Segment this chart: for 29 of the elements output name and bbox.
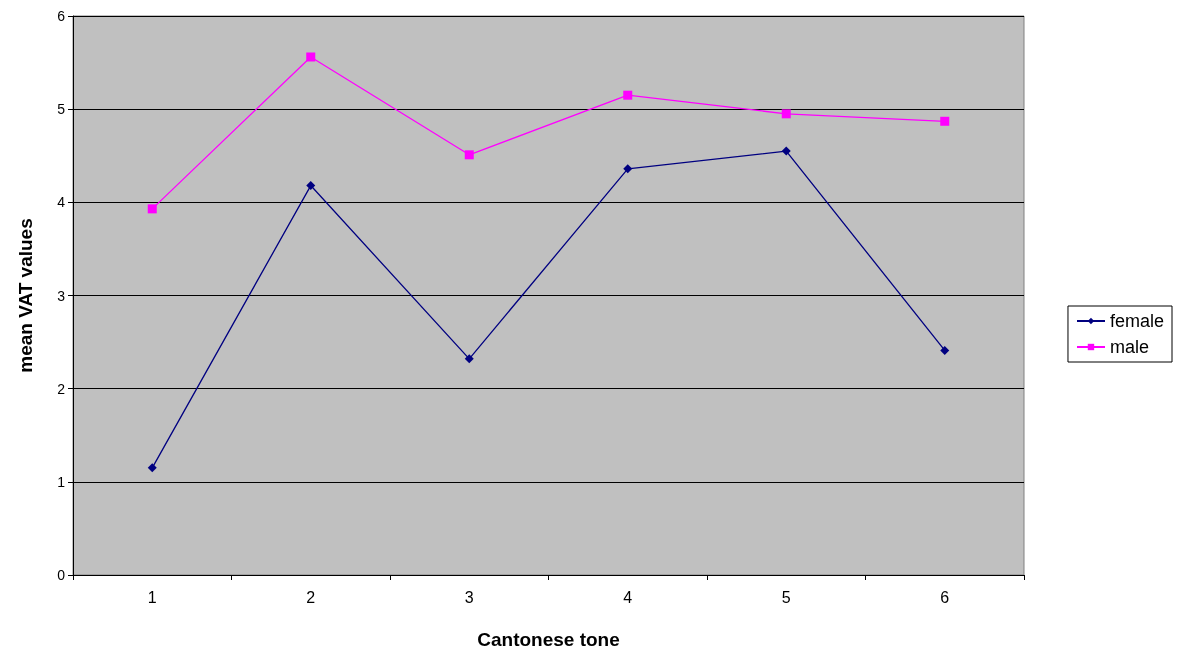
x-tick-label: 4 (623, 588, 633, 606)
point (464, 354, 474, 364)
y-tick-label: 1 (57, 473, 66, 490)
point (147, 463, 157, 473)
y-tick-label: 5 (57, 101, 66, 118)
y-tick-label: 4 (57, 194, 66, 211)
point (781, 109, 791, 119)
point (147, 204, 157, 214)
x-axis-title: Cantonese tone (477, 629, 620, 650)
y-tick-label: 0 (57, 567, 66, 583)
x-tick-label: 3 (464, 588, 474, 606)
point (623, 164, 633, 174)
point (464, 150, 474, 160)
y-axis-title: mean VAT values (15, 218, 36, 373)
x-tick-label: 1 (147, 588, 157, 606)
x-tick-label: 2 (306, 588, 316, 606)
x-tick-label: 6 (940, 588, 950, 606)
point (781, 146, 791, 156)
point (306, 52, 316, 62)
point (623, 90, 633, 100)
y-tick-label: 6 (57, 8, 66, 24)
x-tick-label: 5 (781, 588, 791, 606)
point (940, 345, 950, 355)
y-tick-label: 3 (57, 287, 66, 304)
point (940, 116, 950, 126)
y-tick-label: 2 (57, 380, 66, 397)
point (306, 181, 316, 191)
legend-label: male (1109, 337, 1149, 357)
legend-label: female (1109, 311, 1164, 331)
